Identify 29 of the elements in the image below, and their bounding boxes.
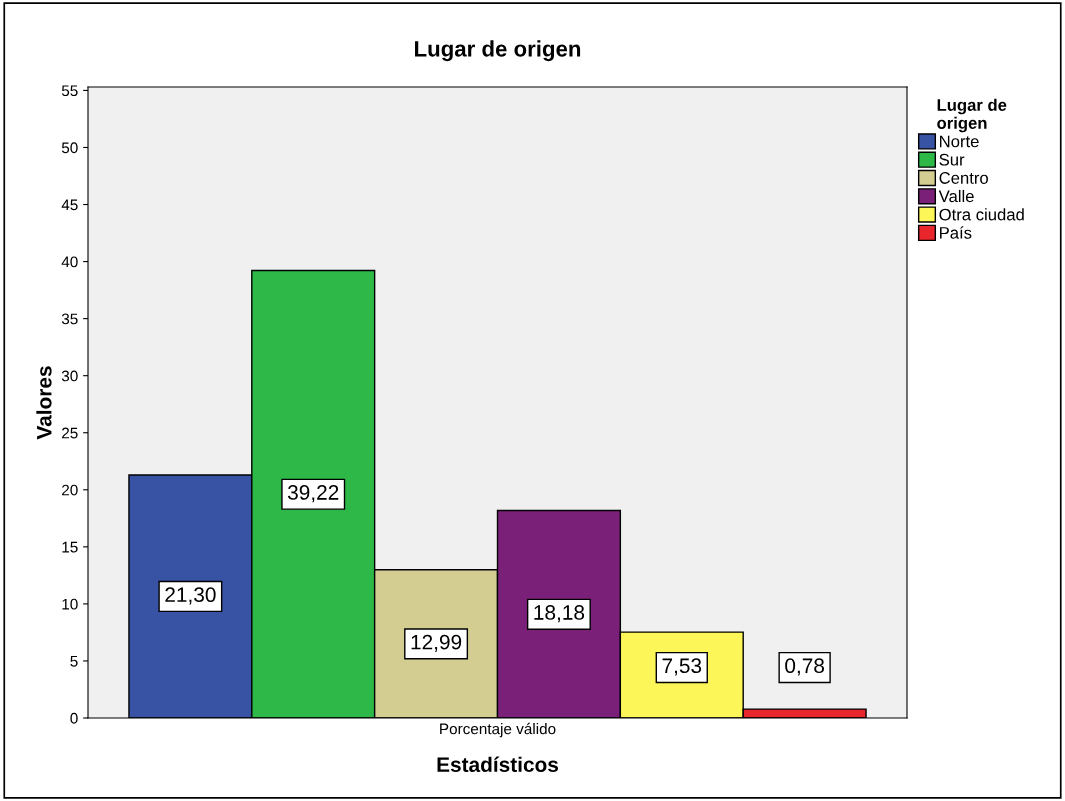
- y-tick-label: 15: [62, 541, 78, 553]
- chart-title: Lugar de origen: [415, 40, 581, 62]
- y-tick-label: 30: [61, 370, 78, 382]
- y-tick-label: 40: [61, 256, 78, 268]
- y-tick-label: 50: [61, 142, 78, 154]
- y-tick-label: 45: [61, 199, 78, 211]
- y-tick-label: 25: [62, 427, 78, 439]
- y-tick-label: 10: [62, 598, 78, 610]
- y-tick-label: 0: [70, 712, 78, 724]
- x-axis-title: Estadísticos: [437, 756, 559, 773]
- legend-label: Valle: [938, 189, 974, 203]
- legend-label: Otra ciudad: [939, 208, 1024, 221]
- data-label: 21,30: [165, 587, 216, 605]
- y-tick-label: 55: [61, 85, 78, 97]
- data-label: 12,99: [411, 634, 462, 652]
- y-axis-title: Valores: [36, 366, 52, 440]
- data-label: 18,18: [534, 605, 585, 623]
- y-tick-label: 20: [62, 484, 78, 496]
- legend-label: Sur: [939, 153, 965, 166]
- legend-label: Centro: [939, 172, 988, 184]
- data-label: 39,22: [287, 485, 339, 503]
- data-label: 0,78: [785, 658, 824, 676]
- legend-label: Norte: [940, 135, 979, 148]
- y-tick-label: 5: [70, 655, 78, 667]
- y-tick-label: 35: [61, 313, 78, 325]
- x-tick-label: Porcentaje válido: [440, 722, 556, 738]
- legend-label: País: [940, 226, 972, 239]
- legend-title: Lugar de origen: [937, 98, 1007, 133]
- data-label: 7,53: [662, 658, 702, 676]
